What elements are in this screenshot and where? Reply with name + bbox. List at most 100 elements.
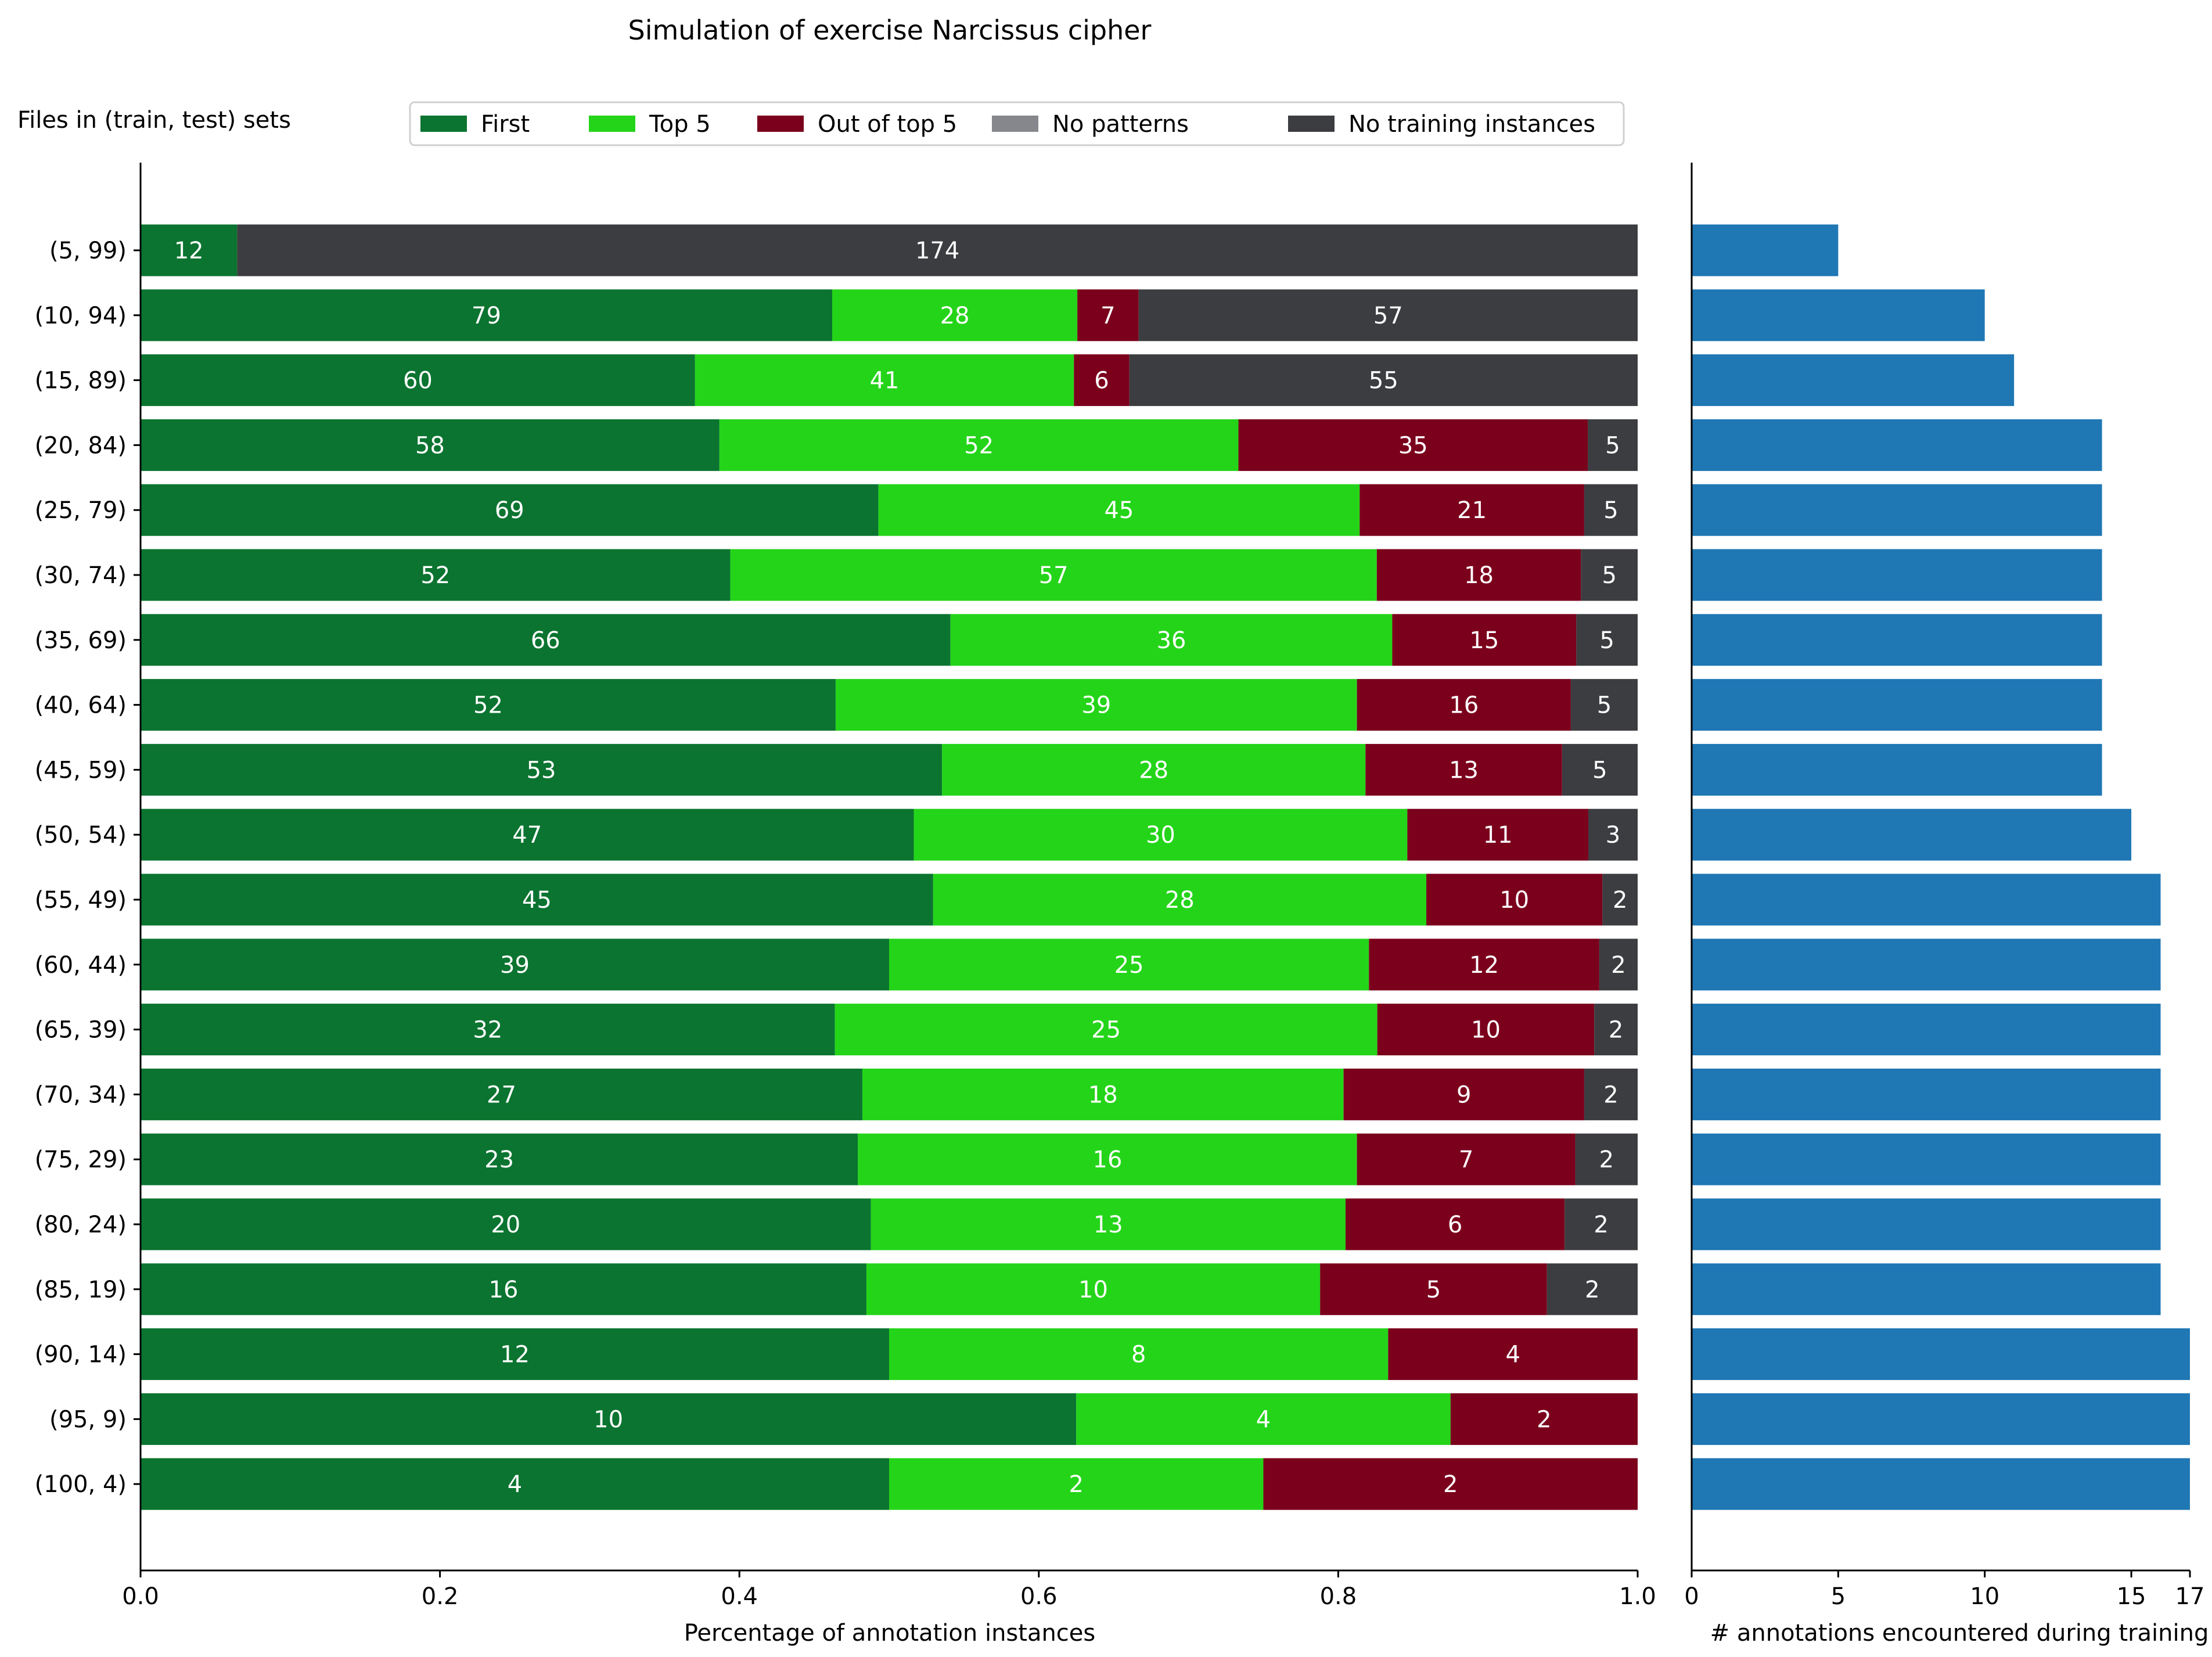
bar-segment-value-label: 13 [1449, 757, 1479, 783]
side-bar [1692, 1133, 2161, 1185]
side-x-tick-label: 5 [1831, 1583, 1846, 1610]
x-tick-label: 0.8 [1320, 1583, 1357, 1610]
legend-label: No patterns [1052, 111, 1189, 138]
bar-segment-value-label: 2 [1594, 1212, 1608, 1238]
bar-segment-top-5 [889, 939, 1369, 991]
y-tick-label: (25, 79) [35, 497, 127, 524]
x-tick-label: 1.0 [1619, 1583, 1656, 1610]
bar-segment-value-label: 28 [1165, 887, 1195, 914]
side-bar [1692, 1198, 2161, 1250]
bar-segment-first [141, 1004, 835, 1056]
bar-segment-top-5 [862, 1068, 1344, 1120]
bar-segment-value-label: 66 [531, 627, 560, 654]
side-bar [1692, 874, 2161, 926]
bar-segment-no-training-instances [1129, 354, 1638, 407]
side-bar [1692, 614, 2102, 666]
bar-segment-value-label: 58 [415, 432, 445, 459]
bar-segment-out-of-top-5 [1077, 289, 1139, 342]
bar-segment-top-5 [835, 679, 1357, 731]
bar-segment-out-of-top-5 [1365, 743, 1562, 796]
bar-segment-out-of-top-5 [1426, 874, 1603, 926]
bar-segment-value-label: 2 [1609, 1017, 1623, 1044]
bar-segment-out-of-top-5 [1074, 354, 1130, 407]
bar-segment-out-of-top-5 [1357, 679, 1571, 731]
side-bar [1692, 808, 2132, 861]
legend-swatch [757, 116, 804, 132]
y-tick-label: (75, 29) [35, 1146, 127, 1173]
y-tick-label: (65, 39) [35, 1017, 127, 1044]
bar-segment-value-label: 6 [1448, 1212, 1462, 1238]
bar-segment-value-label: 2 [1069, 1471, 1084, 1498]
bar-segment-out-of-top-5 [1376, 549, 1581, 601]
bar-segment-no-training-instances [1584, 1068, 1638, 1120]
bar-segment-no-training-instances [237, 224, 1638, 276]
bar-segment-value-label: 55 [1369, 368, 1398, 394]
y-tick-label: (20, 84) [35, 432, 127, 459]
bar-segment-value-label: 39 [500, 952, 530, 979]
bar-segment-out-of-top-5 [1369, 939, 1599, 991]
bar-segment-value-label: 10 [1499, 887, 1529, 914]
bar-segment-value-label: 9 [1456, 1081, 1471, 1108]
y-tick-label: (30, 74) [35, 562, 127, 589]
bar-segment-value-label: 57 [1373, 303, 1403, 329]
side-bar [1692, 1393, 2190, 1445]
bar-segment-top-5 [933, 874, 1427, 926]
bar-segment-value-label: 30 [1146, 822, 1175, 849]
bar-segment-value-label: 47 [512, 822, 542, 849]
bar-segment-top-5 [889, 1458, 1264, 1510]
y-tick-label: (60, 44) [35, 952, 127, 979]
main-x-axis-label: Percentage of annotation instances [684, 1620, 1096, 1647]
bar-segment-top-5 [719, 419, 1239, 471]
y-tick-label: (50, 54) [35, 822, 127, 849]
side-bar [1692, 224, 1839, 276]
side-bar [1692, 679, 2102, 731]
bar-segment-value-label: 10 [1471, 1017, 1501, 1044]
bar-segment-value-label: 25 [1114, 952, 1144, 979]
bar-segment-first [141, 484, 879, 536]
bar-segment-value-label: 36 [1157, 627, 1186, 654]
bar-segment-out-of-top-5 [1320, 1263, 1547, 1315]
bar-segment-no-training-instances [1584, 484, 1638, 536]
bar-segment-no-training-instances [1575, 1133, 1638, 1185]
bar-segment-value-label: 5 [1592, 757, 1607, 783]
bar-segment-out-of-top-5 [1407, 808, 1589, 861]
y-tick-label: (40, 64) [35, 692, 127, 719]
bar-segment-value-label: 174 [915, 238, 959, 264]
bar-segment-value-label: 2 [1443, 1471, 1458, 1498]
legend-label: Top 5 [649, 111, 711, 138]
bar-segment-value-label: 28 [940, 303, 970, 329]
bar-segment-no-training-instances [1588, 419, 1638, 471]
bar-segment-out-of-top-5 [1357, 1133, 1576, 1185]
bar-segment-first [141, 808, 914, 861]
side-bar [1692, 1458, 2190, 1510]
bar-segment-no-training-instances [1546, 1263, 1638, 1315]
bar-segment-first [141, 1393, 1077, 1445]
y-tick-label: (45, 59) [35, 757, 127, 783]
side-bar [1692, 419, 2102, 471]
legend-swatch [420, 116, 467, 132]
legend-label: First [481, 111, 530, 138]
bar-segment-value-label: 2 [1537, 1406, 1551, 1433]
bar-segment-value-label: 3 [1606, 822, 1620, 849]
bar-segment-top-5 [695, 354, 1074, 407]
y-tick-label: (10, 94) [35, 303, 127, 329]
bar-segment-no-training-instances [1594, 1004, 1638, 1056]
bar-segment-top-5 [950, 614, 1393, 666]
side-bar [1692, 1328, 2190, 1381]
bar-segment-top-5 [1076, 1393, 1451, 1445]
y-tick-label: (15, 89) [35, 368, 127, 394]
bar-segment-value-label: 5 [1605, 432, 1620, 459]
bar-segment-value-label: 2 [1585, 1277, 1599, 1303]
bar-segment-value-label: 7 [1100, 303, 1115, 329]
side-x-axis-label: # annotations encountered during trainin… [1710, 1620, 2209, 1647]
bar-segment-value-label: 32 [473, 1017, 502, 1044]
bar-segment-first [141, 549, 731, 601]
bar-segment-value-label: 5 [1597, 692, 1612, 719]
side-bar [1692, 484, 2102, 536]
legend-label: Out of top 5 [818, 111, 957, 138]
bar-segment-first [141, 354, 695, 407]
bar-segment-value-label: 12 [174, 238, 204, 264]
y-tick-label: (5, 99) [49, 238, 127, 264]
